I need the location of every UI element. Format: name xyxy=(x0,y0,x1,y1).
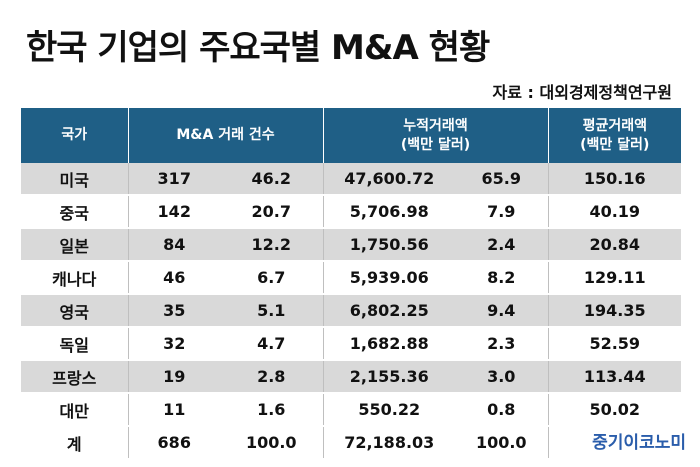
table-row: 일본 84 12.2 1,750.56 2.4 20.84 xyxy=(21,228,682,262)
table-row: 캐나다 46 6.7 5,939.06 8.2 129.11 xyxy=(21,261,682,295)
total-cumulative-pct-cell: 100.0 xyxy=(455,426,549,460)
count-pct-cell: 46.2 xyxy=(220,163,324,196)
average-cell: 194.35 xyxy=(548,294,682,328)
table-row: 미국 317 46.2 47,600.72 65.9 150.16 xyxy=(21,163,682,196)
cumulative-pct-cell: 8.2 xyxy=(455,261,549,295)
count-cell: 11 xyxy=(128,393,220,427)
country-cell: 중국 xyxy=(21,195,129,229)
country-cell: 미국 xyxy=(21,163,129,196)
average-cell: 52.59 xyxy=(548,327,682,361)
cumulative-cell: 6,802.25 xyxy=(323,294,455,328)
table-header-row: 국가 M&A 거래 건수 누적거래액 (백만 달러) 평균거래액 (백만 달러) xyxy=(21,108,682,163)
source-note: 자료 : 대외경제정책연구원 xyxy=(492,83,672,102)
cumulative-cell: 550.22 xyxy=(323,393,455,427)
count-cell: 35 xyxy=(128,294,220,328)
average-cell: 50.02 xyxy=(548,393,682,427)
brand-logo: 중기이코노미 xyxy=(592,433,686,453)
average-cell: 129.11 xyxy=(548,261,682,295)
count-pct-cell: 1.6 xyxy=(220,393,324,427)
table-row: 영국 35 5.1 6,802.25 9.4 194.35 xyxy=(21,294,682,328)
total-count-pct-cell: 100.0 xyxy=(220,426,324,460)
total-label-cell: 계 xyxy=(21,426,129,460)
country-cell: 독일 xyxy=(21,327,129,361)
country-cell: 캐나다 xyxy=(21,261,129,295)
average-cell: 150.16 xyxy=(548,163,682,196)
page-title: 한국 기업의 주요국별 M&A 현황 xyxy=(26,28,490,68)
count-pct-cell: 6.7 xyxy=(220,261,324,295)
average-cell: 40.19 xyxy=(548,195,682,229)
header-average-line1: 평균거래액 xyxy=(582,117,647,134)
header-average: 평균거래액 (백만 달러) xyxy=(548,108,682,163)
cumulative-pct-cell: 65.9 xyxy=(455,163,549,196)
average-cell: 20.84 xyxy=(548,228,682,262)
count-cell: 317 xyxy=(128,163,220,196)
header-cumulative: 누적거래액 (백만 달러) xyxy=(323,108,549,163)
cumulative-cell: 5,939.06 xyxy=(323,261,455,295)
header-country: 국가 xyxy=(21,108,129,163)
country-cell: 대만 xyxy=(21,393,129,427)
header-count: M&A 거래 건수 xyxy=(128,108,324,163)
cumulative-cell: 5,706.98 xyxy=(323,195,455,229)
count-cell: 142 xyxy=(128,195,220,229)
count-pct-cell: 5.1 xyxy=(220,294,324,328)
total-average-cell xyxy=(548,426,682,460)
header-cumulative-line2: (백만 달러) xyxy=(400,136,471,153)
total-count-cell: 686 xyxy=(128,426,220,460)
cumulative-pct-cell: 9.4 xyxy=(455,294,549,328)
count-cell: 84 xyxy=(128,228,220,262)
country-cell: 프랑스 xyxy=(21,360,129,394)
total-cumulative-cell: 72,188.03 xyxy=(323,426,455,460)
count-cell: 46 xyxy=(128,261,220,295)
table-row: 중국 142 20.7 5,706.98 7.9 40.19 xyxy=(21,195,682,229)
cumulative-cell: 47,600.72 xyxy=(323,163,455,196)
average-cell: 113.44 xyxy=(548,360,682,394)
count-cell: 19 xyxy=(128,360,220,394)
cumulative-pct-cell: 0.8 xyxy=(455,393,549,427)
cumulative-cell: 2,155.36 xyxy=(323,360,455,394)
ma-table: 국가 M&A 거래 건수 누적거래액 (백만 달러) 평균거래액 (백만 달러)… xyxy=(21,108,682,460)
cumulative-cell: 1,682.88 xyxy=(323,327,455,361)
cumulative-cell: 1,750.56 xyxy=(323,228,455,262)
header-average-line2: (백만 달러) xyxy=(580,136,650,153)
cumulative-pct-cell: 7.9 xyxy=(455,195,549,229)
country-cell: 일본 xyxy=(21,228,129,262)
cumulative-pct-cell: 2.3 xyxy=(455,327,549,361)
total-row: 계 686 100.0 72,188.03 100.0 xyxy=(21,426,682,460)
table-row: 프랑스 19 2.8 2,155.36 3.0 113.44 xyxy=(21,360,682,394)
table-row: 대만 11 1.6 550.22 0.8 50.02 xyxy=(21,393,682,427)
count-pct-cell: 20.7 xyxy=(220,195,324,229)
cumulative-pct-cell: 3.0 xyxy=(455,360,549,394)
country-cell: 영국 xyxy=(21,294,129,328)
table-row: 독일 32 4.7 1,682.88 2.3 52.59 xyxy=(21,327,682,361)
header-cumulative-line1: 누적거래액 xyxy=(403,117,468,134)
count-pct-cell: 2.8 xyxy=(220,360,324,394)
count-pct-cell: 4.7 xyxy=(220,327,324,361)
cumulative-pct-cell: 2.4 xyxy=(455,228,549,262)
count-cell: 32 xyxy=(128,327,220,361)
count-pct-cell: 12.2 xyxy=(220,228,324,262)
